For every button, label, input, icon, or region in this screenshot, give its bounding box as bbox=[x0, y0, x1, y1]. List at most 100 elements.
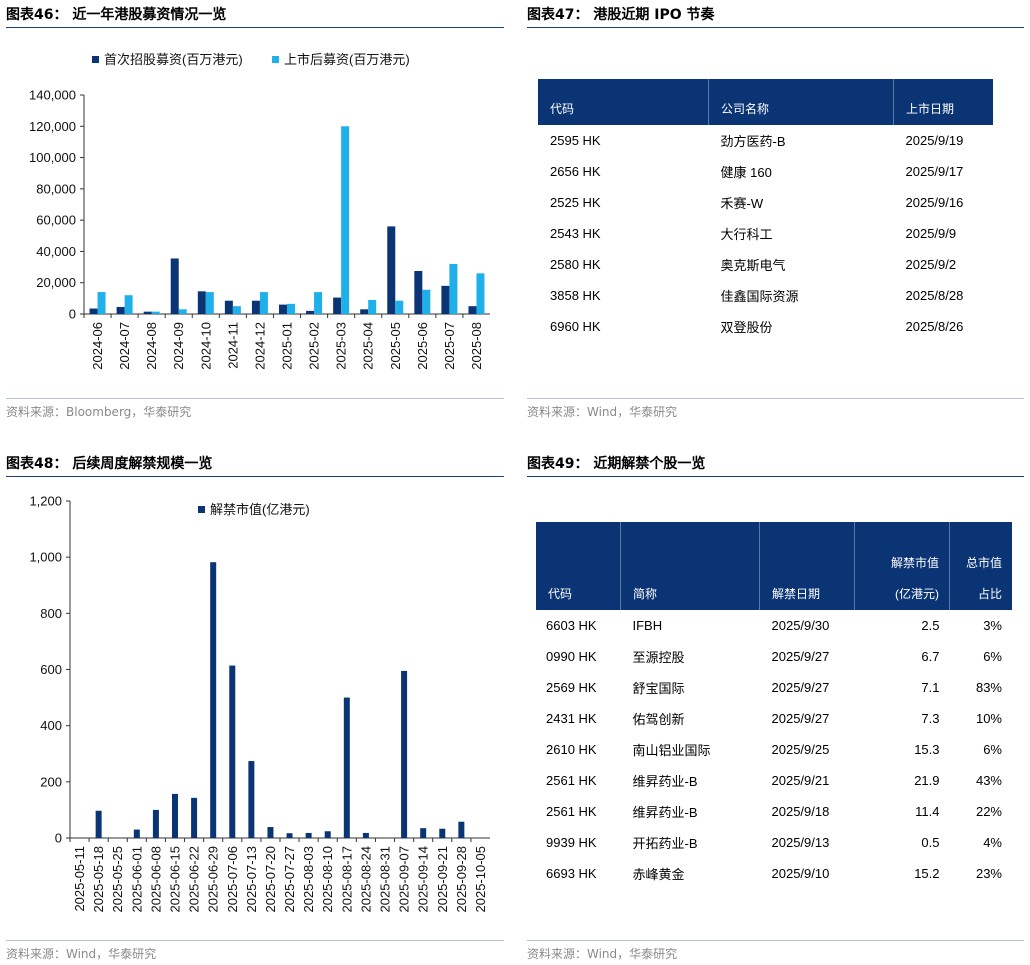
fig46-x-tick-label: 2024-09 bbox=[171, 322, 186, 370]
fig49-title-rule bbox=[527, 476, 1024, 477]
fig46-x-tick-label: 2025-05 bbox=[388, 322, 403, 370]
fig47-row: 2543 HK 大行科工 2025/9/9 bbox=[538, 218, 993, 249]
fig47-header-name: 公司名称 bbox=[708, 79, 894, 125]
fig46-bar-2 bbox=[205, 292, 214, 314]
fig49-row: 9939 HK 开拓药业-B 2025/9/13 0.5 4% bbox=[536, 827, 1012, 858]
fig49-cell: 2025/9/13 bbox=[771, 835, 830, 850]
fig46-source-rule bbox=[6, 398, 504, 399]
fig48-y-tick-label: 400 bbox=[40, 718, 62, 733]
fig49-cell: 83% bbox=[975, 680, 1002, 695]
fig46-x-tick-label: 2024-07 bbox=[117, 322, 132, 370]
fig46-bar-2 bbox=[259, 292, 268, 314]
fig47-cell: 2656 HK bbox=[550, 164, 601, 179]
fig48-x-tick-label: 2025-05-25 bbox=[110, 846, 125, 913]
fig47-source: 资料来源：Wind，华泰研究 bbox=[527, 405, 678, 419]
fig48-bar-1 bbox=[286, 833, 293, 838]
fig49-cell: 43% bbox=[975, 773, 1002, 788]
fig49-row: 0990 HK 至源控股 2025/9/27 6.7 6% bbox=[536, 641, 1012, 672]
fig49-cell: 舒宝国际 bbox=[632, 681, 685, 696]
fig48-x-tick-label: 2025-08-17 bbox=[339, 846, 354, 913]
fig46-x-tick-label: 2025-07 bbox=[442, 322, 457, 370]
fig48-source-rule bbox=[6, 940, 504, 941]
fig47-title-rule bbox=[527, 27, 1024, 28]
fig49-cell: 6% bbox=[983, 649, 1002, 664]
fig47-cell: 2025/8/28 bbox=[905, 288, 964, 303]
fig49-cell: 15.2 bbox=[914, 866, 940, 881]
fig49-cell: 2025/9/21 bbox=[771, 773, 830, 788]
fig49-cell: 2025/9/27 bbox=[771, 711, 830, 726]
fig47-row: 2580 HK 奥克斯电气 2025/9/2 bbox=[538, 249, 993, 280]
fig48-bar-1 bbox=[210, 562, 217, 838]
fig47-header-code: 代码 bbox=[538, 79, 709, 125]
fig46-x-tick-label: 2024-10 bbox=[198, 322, 213, 370]
fig47-cell: 双登股份 bbox=[720, 320, 773, 335]
fig47-cell: 2595 HK bbox=[550, 133, 601, 148]
fig47-cell: 2025/9/19 bbox=[905, 133, 964, 148]
fig49-cell: 2025/9/18 bbox=[771, 804, 830, 819]
fig48-x-tick-label: 2025-07-27 bbox=[282, 846, 297, 913]
fig48-bar-1 bbox=[324, 831, 331, 838]
fig48-bar-1 bbox=[172, 793, 178, 838]
fig49-header-ratio: 总市值 占比 bbox=[949, 522, 1012, 610]
fig47-row: 2595 HK 劲方医药-B 2025/9/19 bbox=[538, 125, 993, 156]
fig46-x-tick-label: 2025-01 bbox=[280, 322, 295, 370]
fig49-header-ratio-line1: 总市值 bbox=[965, 556, 1002, 570]
fig49-cell: 10% bbox=[975, 711, 1002, 726]
fig49-cell: 维昇药业-B bbox=[632, 774, 698, 789]
fig48-bar-1 bbox=[191, 797, 198, 838]
fig47-cell: 2025/9/2 bbox=[905, 257, 957, 272]
fig48-bar-1 bbox=[362, 832, 369, 838]
fig49-cell: 2025/9/25 bbox=[771, 742, 830, 757]
fig48-x-tick-label: 2025-09-07 bbox=[397, 846, 412, 913]
fig46-legend-swatch-1 bbox=[92, 56, 99, 63]
fig49-cell: 2569 HK bbox=[546, 680, 597, 695]
fig49-cell: 11.4 bbox=[915, 804, 940, 819]
fig46-bar-2 bbox=[314, 292, 323, 314]
fig46-bar-1 bbox=[197, 291, 206, 314]
fig46-bar-2 bbox=[232, 306, 241, 314]
fig47-table-body: 2595 HK 劲方医药-B 2025/9/19 2656 HK 健康 160 2025/… bbox=[538, 125, 993, 342]
fig46-bar-1 bbox=[89, 308, 98, 314]
fig46-x-tick-label: 2025-08 bbox=[469, 322, 484, 370]
fig48-title: 图表48： 后续周度解禁规模一览 bbox=[6, 456, 213, 472]
fig48-x-tick-label: 2025-07-20 bbox=[263, 846, 278, 913]
fig46-y-tick-label: 60,000 bbox=[36, 213, 76, 228]
fig48-bar-1 bbox=[229, 665, 236, 838]
fig48-x-tick-label: 2025-09-21 bbox=[435, 846, 450, 913]
fig46-bar-2 bbox=[476, 273, 485, 314]
fig48-y-tick-label: 1,200 bbox=[29, 494, 62, 509]
fig46-bar-1 bbox=[170, 258, 179, 314]
fig46-bar-2 bbox=[341, 126, 350, 315]
fig47-source-rule bbox=[527, 398, 1024, 399]
fig49-cell: 2025/9/10 bbox=[771, 866, 830, 881]
fig49-row: 2561 HK 维昇药业-B 2025/9/21 21.9 43% bbox=[536, 765, 1012, 796]
fig48-bar-1 bbox=[248, 761, 255, 838]
fig48-x-tick-label: 2025-06-29 bbox=[206, 846, 221, 913]
fig46-y-tick-label: 40,000 bbox=[36, 244, 76, 259]
fig48-bar-1 bbox=[305, 832, 312, 838]
fig48-x-tick-label: 2025-07-06 bbox=[225, 846, 240, 913]
fig48-bar-1 bbox=[420, 828, 427, 838]
fig49-source: 资料来源：Wind，华泰研究 bbox=[527, 947, 678, 961]
fig48-bar-1 bbox=[343, 697, 350, 838]
fig48-y-tick-label: 600 bbox=[40, 662, 62, 677]
fig47-header-date: 上市日期 bbox=[893, 79, 993, 125]
fig46-bar-1 bbox=[468, 306, 477, 314]
fig48-x-tick-label: 2025-09-14 bbox=[416, 846, 431, 913]
fig46-x-tick-label: 2025-02 bbox=[307, 322, 322, 370]
fig47-cell: 2025/9/9 bbox=[905, 226, 957, 241]
fig49-cell: 6603 HK bbox=[546, 618, 597, 633]
fig47-cell: 2543 HK bbox=[550, 226, 601, 241]
fig49-cell: 2025/9/30 bbox=[771, 618, 830, 633]
fig49-header-value-line1: 解禁市值 bbox=[890, 556, 939, 570]
fig46-bar-2 bbox=[97, 292, 106, 314]
fig48-x-tick-label: 2025-10-05 bbox=[473, 846, 488, 913]
fig46-bar-1 bbox=[387, 226, 396, 314]
fig46-source: 资料来源：Bloomberg，华泰研究 bbox=[6, 405, 192, 419]
fig49-header-value-line2: (亿港元) bbox=[895, 587, 939, 601]
fig46-y-tick-label: 120,000 bbox=[29, 119, 76, 134]
fig46-y-tick-label: 20,000 bbox=[36, 275, 76, 290]
fig49-cell: 2610 HK bbox=[546, 742, 597, 757]
fig49-cell: 0.5 bbox=[921, 835, 940, 850]
fig48-y-tick-label: 1,000 bbox=[29, 550, 62, 565]
